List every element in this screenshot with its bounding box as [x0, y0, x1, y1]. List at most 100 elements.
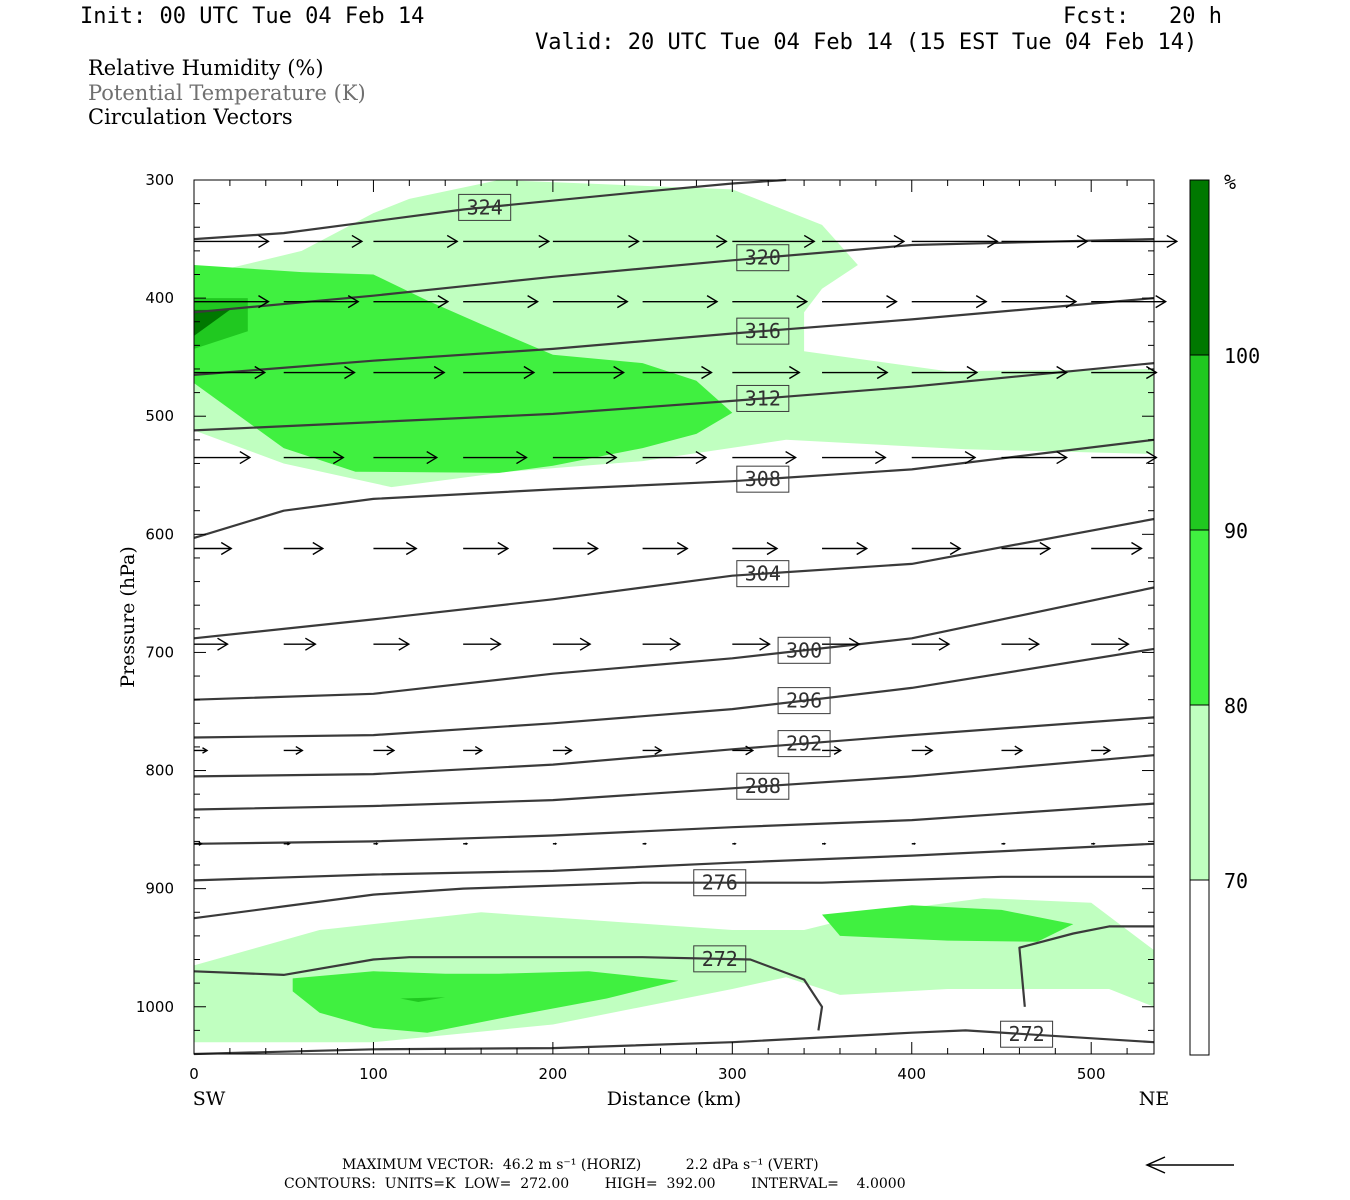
vector-head-6-1 — [295, 745, 304, 755]
colorbar-segment-0 — [1189, 179, 1210, 356]
vector-head-6-6 — [745, 745, 755, 756]
legend-potential-temperature: Potential Temperature (K) — [88, 81, 366, 105]
colorbar-segment-3 — [1189, 704, 1210, 881]
vector-head-3-6 — [785, 450, 797, 465]
isentrope-label-316-2: 316 — [745, 319, 781, 343]
vector-head-1-10 — [1155, 295, 1168, 309]
vector-head-5-1 — [305, 637, 317, 651]
rh-region-80-2 — [194, 265, 733, 473]
vector-head-0-1 — [351, 234, 364, 249]
reference-vector — [1145, 1156, 1234, 1174]
vector-head-7-0 — [198, 841, 203, 846]
vector-head-1-5 — [706, 295, 719, 309]
vector-layer — [194, 234, 1179, 846]
isentrope-label-box-9 — [736, 772, 790, 800]
isentrope-label-box-15 — [1000, 1020, 1054, 1048]
vector-head-0-8 — [987, 234, 999, 249]
isentrope-label-312-3: 312 — [745, 386, 781, 410]
vector-head-2-2 — [433, 365, 446, 380]
vector-head-5-10 — [1118, 637, 1130, 651]
isentrope-272-14 — [1018, 925, 1154, 1007]
rh-region-100-6 — [194, 309, 230, 336]
isentrope-label-box-0 — [458, 193, 512, 221]
y-tick-label-600: 600 — [145, 525, 174, 543]
isentrope-296-7 — [193, 647, 1155, 739]
vector-head-5-6 — [759, 637, 771, 651]
vector-head-1-1 — [347, 295, 360, 309]
vector-head-7-3 — [465, 842, 469, 846]
vector-head-1-0 — [258, 295, 270, 309]
y-tick-label-500: 500 — [145, 407, 174, 425]
vector-head-7-4 — [554, 842, 558, 845]
vector-head-4-3 — [497, 541, 510, 556]
vector-head-3-10 — [1145, 450, 1158, 465]
x-tick-label-0: 0 — [189, 1065, 199, 1083]
colorbar-label-80: 80 — [1224, 694, 1248, 718]
vector-head-7-1 — [286, 841, 291, 846]
vector-head-4-6 — [766, 541, 779, 556]
isentrope-label-320-1: 320 — [745, 246, 781, 270]
vector-head-1-7 — [886, 295, 898, 309]
vector-head-1-9 — [1065, 295, 1078, 309]
isentrope-276-12 — [193, 875, 1154, 920]
isentrope-304-5 — [193, 517, 1155, 640]
colorbar-segment-2 — [1189, 529, 1210, 706]
max-vector-footer: MAXIMUM VECTOR: 46.2 m s⁻¹ (HORIZ) 2.2 d… — [342, 1157, 819, 1173]
x-tick-label-100: 100 — [359, 1065, 388, 1083]
vector-head-3-2 — [426, 450, 439, 465]
forecast-hour-label: Fcst: 20 h — [1063, 4, 1222, 29]
vector-head-2-3 — [523, 365, 536, 380]
vector-head-3-0 — [239, 450, 252, 465]
y-tick-label-700: 700 — [145, 643, 174, 661]
vector-head-4-4 — [587, 541, 599, 556]
x-tick-label-200: 200 — [539, 1065, 568, 1083]
vector-head-4-5 — [676, 541, 689, 556]
vector-head-2-7 — [876, 365, 889, 380]
vector-head-2-5 — [701, 365, 713, 380]
isentrope-280-11 — [193, 842, 1155, 882]
isentrope-label-292-8: 292 — [786, 732, 822, 756]
isentrope-label-box-4 — [736, 465, 790, 493]
rh-region-80-3 — [822, 905, 1074, 942]
y-axis-title: Pressure (hPa) — [117, 546, 139, 688]
vector-head-1-8 — [975, 295, 988, 309]
legend-circulation-vectors: Circulation Vectors — [88, 105, 293, 129]
colorbar-label-100: 100 — [1224, 344, 1260, 368]
vector-head-2-8 — [966, 365, 979, 380]
y-tick-label-400: 400 — [145, 289, 174, 307]
vector-head-7-2 — [375, 842, 379, 846]
vector-head-6-5 — [654, 745, 663, 755]
vector-head-1-3 — [527, 295, 539, 309]
vector-head-0-10 — [1166, 234, 1179, 249]
vector-head-7-8 — [913, 842, 917, 845]
isentrope-label-box-3 — [736, 384, 790, 412]
vector-head-3-5 — [695, 450, 708, 465]
y-tick-label-300: 300 — [145, 171, 174, 189]
vector-head-2-0 — [254, 365, 267, 380]
vector-head-6-0 — [202, 747, 209, 754]
x-axis-title: Distance (km) — [607, 1088, 742, 1110]
colorbar-unit: % — [1224, 170, 1236, 194]
isentrope-312-3 — [193, 362, 1155, 432]
colorbar-segment-4 — [1189, 879, 1210, 1056]
vector-head-6-10 — [1102, 745, 1112, 755]
axes-layer: 300 400 500 600 700 800 900 1000 0 100 200 300 400 50… — [117, 171, 1169, 1110]
y-tick-label-900: 900 — [145, 880, 174, 898]
vector-head-0-0 — [258, 234, 270, 249]
vector-head-1-6 — [796, 295, 809, 309]
y-tick-label-1000: 1000 — [136, 998, 174, 1016]
isentrope-label-box-1 — [736, 244, 790, 272]
isentrope-label-box-2 — [736, 317, 790, 345]
isentrope-label-276-12: 276 — [702, 871, 738, 895]
rh-region-80-4 — [292, 971, 679, 1033]
vector-head-5-8 — [938, 637, 951, 651]
vector-head-0-3 — [538, 234, 551, 249]
vector-head-6-8 — [924, 745, 934, 756]
vector-head-0-5 — [716, 234, 728, 249]
vector-head-5-2 — [398, 637, 411, 651]
isentrope-324-0 — [193, 178, 787, 241]
vector-head-5-3 — [490, 637, 502, 651]
isentrope-label-304-5: 304 — [745, 562, 781, 586]
vector-head-2-6 — [788, 365, 801, 380]
vector-head-3-8 — [964, 450, 977, 465]
